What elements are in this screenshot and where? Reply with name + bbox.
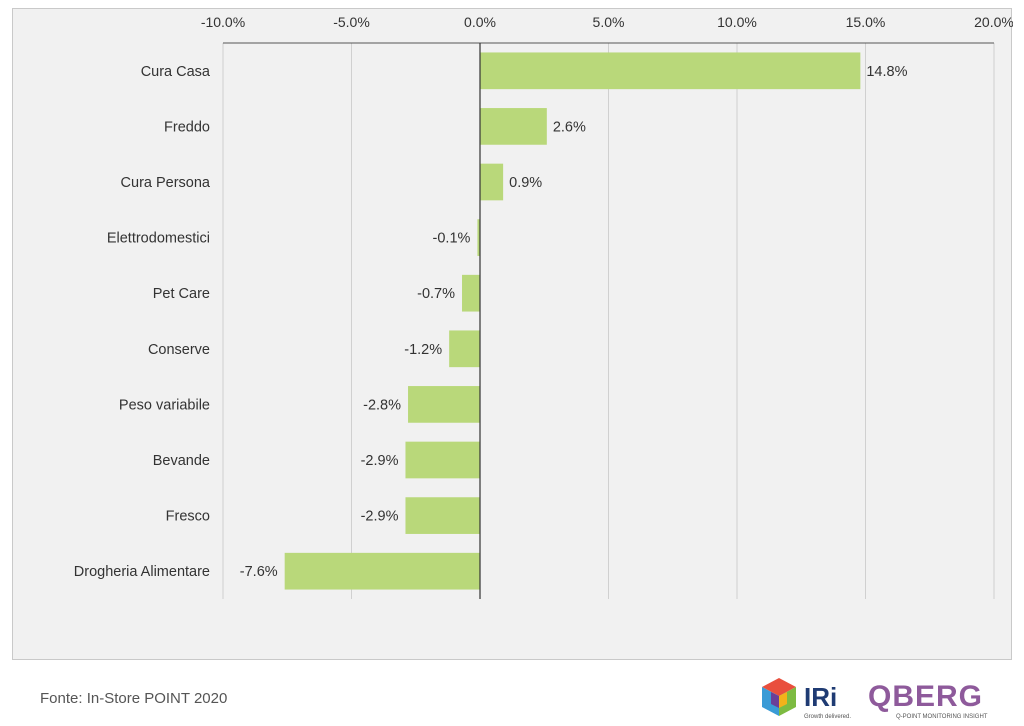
iri-cube-icon — [762, 678, 796, 716]
category-label: Fresco — [166, 509, 210, 525]
x-tick-label: -10.0% — [201, 14, 245, 30]
iri-wordmark: IRi — [804, 682, 837, 712]
qberg-wordmark: QBERG — [868, 680, 983, 713]
value-label: 0.9% — [509, 175, 542, 191]
value-label: -2.9% — [361, 509, 399, 525]
iri-logo: IRi Growth delivered. — [762, 678, 851, 720]
x-tick-label: 15.0% — [846, 14, 886, 30]
bar — [449, 330, 480, 368]
bar — [480, 163, 504, 201]
value-label: 2.6% — [553, 119, 586, 135]
value-label: -0.1% — [433, 231, 471, 247]
qberg-logo: QBERG Q-POINT MONITORING INSIGHT — [868, 680, 988, 720]
qberg-tagline: Q-POINT MONITORING INSIGHT — [896, 714, 988, 720]
bar — [462, 274, 480, 312]
bar — [284, 552, 480, 590]
x-tick-label: 5.0% — [593, 14, 625, 30]
x-tick-label: 0.0% — [464, 14, 496, 30]
bar — [405, 497, 480, 534]
category-label: Peso variabile — [119, 397, 210, 413]
bar — [480, 108, 547, 145]
iri-tagline: Growth delivered. — [804, 714, 851, 720]
category-label: Bevande — [153, 453, 210, 469]
chart-panel: -10.0% -5.0% 0.0% 5.0% 10.0% 15.0% 20.0% Cura C… — [12, 8, 1013, 660]
category-label: Conserve — [148, 342, 210, 358]
bar — [477, 219, 480, 256]
category-label: Cura Casa — [141, 64, 211, 80]
category-label: Cura Persona — [121, 175, 211, 191]
value-label: 14.8% — [866, 64, 907, 80]
value-label: -0.7% — [417, 286, 455, 302]
category-label: Pet Care — [153, 286, 210, 302]
value-label: -1.2% — [404, 342, 442, 358]
bar — [480, 52, 861, 90]
bar — [405, 441, 480, 479]
category-label: Drogheria Alimentare — [74, 564, 210, 580]
x-tick-label: 10.0% — [717, 14, 757, 30]
category-label: Freddo — [164, 119, 210, 135]
value-label: -7.6% — [240, 564, 278, 580]
x-tick-label: -5.0% — [333, 14, 370, 30]
value-label: -2.9% — [361, 453, 399, 469]
bar — [408, 386, 480, 423]
category-label: Elettrodomestici — [107, 231, 210, 247]
value-label: -2.8% — [363, 397, 401, 413]
bar-chart: -10.0% -5.0% 0.0% 5.0% 10.0% 15.0% 20.0% Cura C… — [74, 14, 1013, 599]
x-tick-label: 20.0% — [974, 14, 1013, 30]
source-note: Fonte: In-Store POINT 2020 — [40, 690, 228, 707]
